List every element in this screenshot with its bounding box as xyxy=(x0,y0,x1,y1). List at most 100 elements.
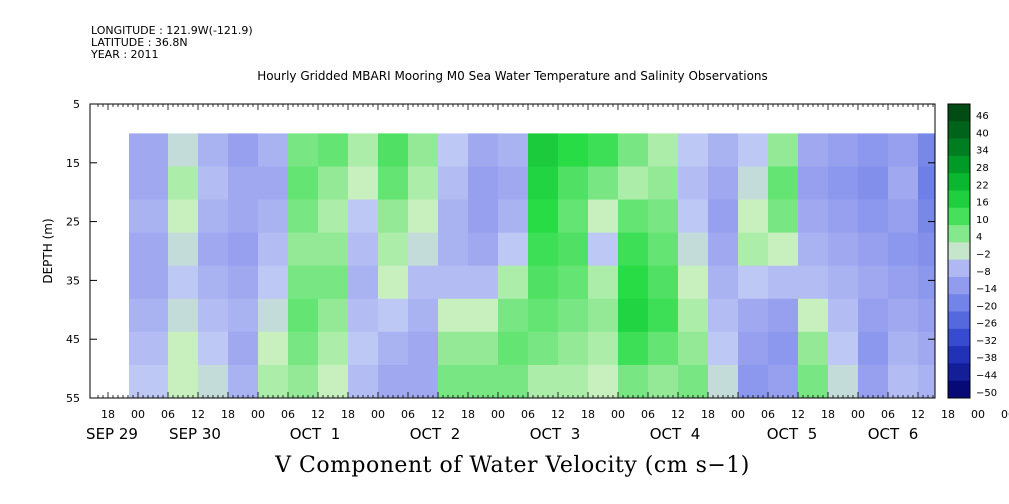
heatmap-cell xyxy=(798,331,829,366)
heatmap-cell xyxy=(318,265,349,300)
x-hour-tick-label: 00 xyxy=(131,408,145,421)
heatmap-cell xyxy=(678,166,709,201)
heatmap-cell xyxy=(378,364,409,398)
x-hour-tick-label: 18 xyxy=(221,408,235,421)
heatmap-cell xyxy=(588,331,619,366)
heatmap-cell xyxy=(168,166,199,201)
heatmap-cell xyxy=(798,166,829,201)
heatmap-cell xyxy=(258,199,289,234)
heatmap-cell xyxy=(258,166,289,201)
heatmap-cell xyxy=(129,331,169,366)
heatmap-cell xyxy=(918,232,935,267)
heatmap-cell xyxy=(678,331,709,366)
heatmap-cell xyxy=(438,166,469,201)
heatmap-cell xyxy=(129,265,169,300)
heatmap-cell xyxy=(438,133,469,167)
longitude-label: LONGITUDE : 121.9W(-121.9) xyxy=(91,24,253,37)
x-hour-tick-label: 00 xyxy=(971,408,985,421)
heatmap-cell xyxy=(198,298,229,333)
heatmap-cell xyxy=(618,133,649,167)
colorbar-swatch xyxy=(948,242,970,261)
heatmap-cell xyxy=(168,298,199,333)
heatmap-cell xyxy=(348,364,379,398)
heatmap-cell xyxy=(588,166,619,201)
heatmap-cell xyxy=(618,232,649,267)
colorbar-frame xyxy=(947,103,971,399)
heatmap-cell xyxy=(798,265,829,300)
heatmap-cell xyxy=(348,166,379,201)
heatmap-cell xyxy=(378,199,409,234)
heatmap-cell xyxy=(648,298,679,333)
heatmap-cell xyxy=(708,199,739,234)
heatmap-cell xyxy=(129,298,169,333)
heatmap-cell xyxy=(768,199,799,234)
heatmap-cell xyxy=(858,364,889,398)
x-day-label: OCT 2 xyxy=(410,425,461,443)
x-hour-tick-label: 06 xyxy=(401,408,415,421)
heatmap-cell xyxy=(468,298,499,333)
heatmap-cell xyxy=(528,232,559,267)
heatmap-cell xyxy=(918,166,935,201)
heatmap-cell xyxy=(288,265,319,300)
heatmap-cell xyxy=(678,232,709,267)
colorbar-label: 40 xyxy=(976,128,989,139)
heatmap-cell xyxy=(918,133,935,167)
heatmap-cell xyxy=(828,298,859,333)
y-tick-label: 35 xyxy=(66,274,80,287)
heatmap-cell xyxy=(438,298,469,333)
heatmap-cell xyxy=(858,265,889,300)
heatmap-cell xyxy=(528,298,559,333)
heatmap-cell xyxy=(708,364,739,398)
x-day-label: OCT 3 xyxy=(530,425,581,443)
x-hour-tick-label: 00 xyxy=(611,408,625,421)
heatmap-cell xyxy=(768,298,799,333)
colorbar-swatch xyxy=(948,155,970,174)
heatmap-cell xyxy=(378,166,409,201)
heatmap-cell xyxy=(468,232,499,267)
heatmap-cell xyxy=(618,364,649,398)
x-hour-tick-label: 06 xyxy=(881,408,895,421)
heatmap-cell xyxy=(648,331,679,366)
heatmap-cell xyxy=(678,199,709,234)
heatmap-cell xyxy=(558,232,589,267)
plot-frame xyxy=(89,103,936,399)
heatmap-cell xyxy=(468,265,499,300)
x-hour-tick-label: 18 xyxy=(941,408,955,421)
heatmap-cell xyxy=(438,331,469,366)
x-hour-tick-label: 12 xyxy=(791,408,805,421)
colorbar-label: −32 xyxy=(976,336,997,347)
heatmap-cell xyxy=(198,331,229,366)
y-tick-label: 55 xyxy=(66,392,80,405)
heatmap-cell xyxy=(678,265,709,300)
heatmap-cell xyxy=(738,298,769,333)
colorbar-label: −44 xyxy=(976,371,997,382)
colorbar-swatch xyxy=(948,138,970,157)
x-hour-tick-label: 00 xyxy=(491,408,505,421)
colorbar-label: −50 xyxy=(976,388,997,399)
colorbar-label: −20 xyxy=(976,301,997,312)
heatmap-cell xyxy=(528,166,559,201)
heatmap-cell xyxy=(228,133,259,167)
heatmap-cell xyxy=(768,133,799,167)
heatmap-cell xyxy=(228,232,259,267)
heatmap-cell xyxy=(888,232,919,267)
x-hour-tick-label: 06 xyxy=(161,408,175,421)
heatmap-cell xyxy=(528,133,559,167)
heatmap-cell xyxy=(888,298,919,333)
heatmap-cell xyxy=(129,199,169,234)
colorbar-label: 10 xyxy=(976,215,989,226)
heatmap-cell xyxy=(288,232,319,267)
colorbar-label: −2 xyxy=(976,249,991,260)
heatmap-cell xyxy=(168,331,199,366)
colorbar-label: 34 xyxy=(976,146,989,157)
x-hour-tick-label: 06 xyxy=(281,408,295,421)
colorbar-label: 22 xyxy=(976,180,989,191)
heatmap-cell xyxy=(498,133,529,167)
heatmap-cell xyxy=(468,199,499,234)
heatmap-cell xyxy=(378,232,409,267)
heatmap-cell xyxy=(768,232,799,267)
heatmap-cell xyxy=(738,199,769,234)
x-hour-tick-label: 18 xyxy=(101,408,115,421)
heatmap-cell xyxy=(738,364,769,398)
colorbar-swatch xyxy=(948,363,970,382)
